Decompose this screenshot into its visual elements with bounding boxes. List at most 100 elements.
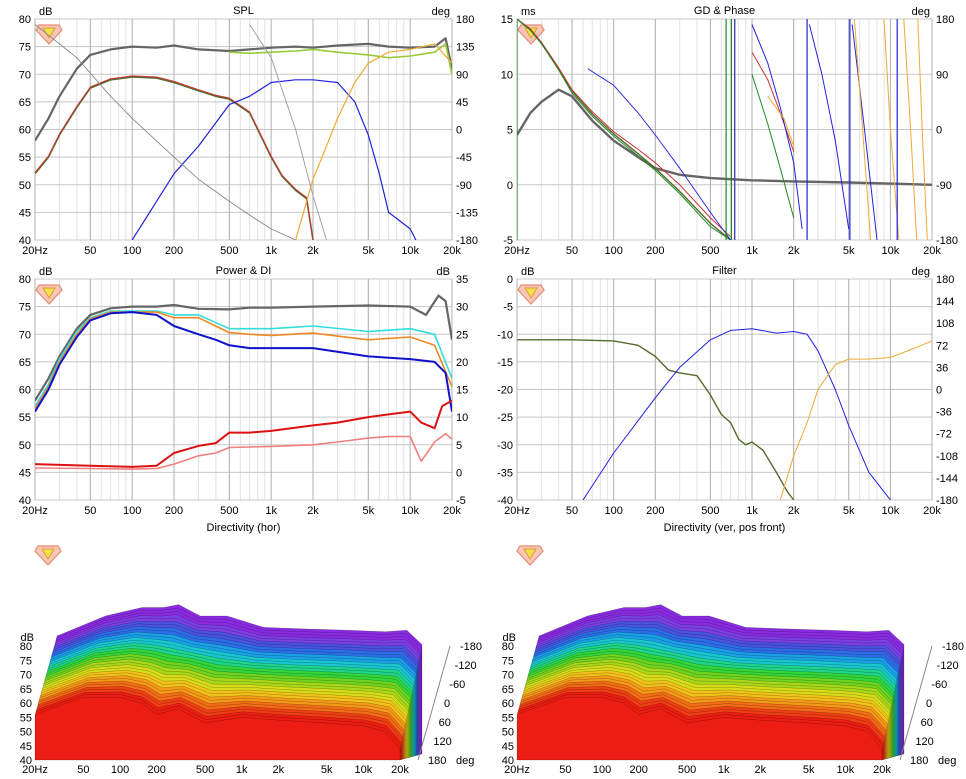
- x-tick-label: 20k: [391, 764, 409, 776]
- x-tick-label: 500: [220, 505, 238, 517]
- x-tick-label: 200: [646, 505, 664, 517]
- y-tick-label: 55: [19, 412, 31, 424]
- y-tick-label: 45: [19, 467, 31, 479]
- series-line-11: [853, 19, 872, 240]
- waterfall-layer: [34, 697, 401, 761]
- y2-tick-label: 135: [456, 42, 474, 54]
- series-line-0: [517, 339, 795, 500]
- logo-triangle: [523, 548, 537, 560]
- series-line-3: [35, 75, 314, 240]
- y-tick-label: 50: [502, 727, 514, 739]
- x-tick-label: 5k: [803, 764, 815, 776]
- y-tick-label: 0: [507, 274, 513, 286]
- y-tick-label: 60: [20, 698, 32, 710]
- y2-tick-label: 0: [936, 125, 942, 137]
- angle-axis: [899, 645, 933, 761]
- angle-tick-label: 0: [444, 698, 450, 710]
- series-line-6: [35, 24, 296, 240]
- series-line-14: [917, 19, 928, 240]
- chart-title: GD & Phase: [694, 5, 755, 17]
- y2-tick-label: 90: [936, 69, 948, 81]
- y-tick-label: 55: [502, 712, 514, 724]
- x-tick-label: 50: [84, 505, 96, 517]
- x-tick-label: 2k: [307, 245, 319, 257]
- y-tick-label: 45: [19, 207, 31, 219]
- y-tick-label: -25: [497, 412, 513, 424]
- y-tick-label: 70: [19, 329, 31, 341]
- x-tick-label: 20Hz: [22, 505, 48, 517]
- y-axis-unit: dB: [39, 6, 52, 18]
- x-tick-label: 50: [566, 245, 578, 257]
- series-line-7: [751, 24, 803, 229]
- y2-axis-unit: deg: [432, 6, 450, 18]
- y-tick-label: 75: [502, 655, 514, 667]
- series-line-2: [517, 19, 731, 238]
- y-axis-unit: dB: [521, 266, 534, 278]
- brand-logo: [34, 545, 62, 566]
- y2-tick-label: 0: [456, 125, 462, 137]
- y-axis-unit: ms: [521, 6, 536, 18]
- logo-triangle: [524, 287, 538, 299]
- y-tick-label: 80: [19, 14, 31, 26]
- x-tick-label: 20k: [443, 505, 461, 517]
- y-tick-label: 80: [19, 274, 31, 286]
- chart-panel-0: 20Hz 50 100 200 500 1k 2k 5k 10k 20k 40 45 50 55 60 65 7…: [19, 5, 478, 257]
- x-tick-label: 100: [111, 764, 129, 776]
- series-line-1: [582, 328, 891, 500]
- x-tick-label: 50: [84, 245, 96, 257]
- y2-tick-label: -135: [456, 207, 478, 219]
- y-tick-label: 55: [20, 712, 32, 724]
- series-group: [517, 19, 932, 240]
- y-axis-unit: dB: [39, 266, 52, 278]
- y-tick-label: 70: [20, 670, 32, 682]
- y-tick-label: 75: [19, 302, 31, 314]
- y2-tick-label: -144: [936, 473, 958, 485]
- y2-tick-label: 0: [456, 467, 462, 479]
- y2-axis-unit: deg: [912, 6, 930, 18]
- y2-tick-label: 180: [936, 14, 954, 26]
- brand-logo: [35, 284, 63, 305]
- logo-triangle: [42, 287, 56, 299]
- x-tick-label: 2k: [788, 505, 800, 517]
- angle-tick-label: 0: [926, 698, 932, 710]
- series-line-5: [35, 432, 452, 470]
- y-tick-label: 5: [507, 125, 513, 137]
- x-tick-label: 1k: [265, 505, 277, 517]
- x-tick-label: 500: [196, 764, 214, 776]
- y2-tick-label: -36: [936, 407, 952, 419]
- y2-tick-label: 10: [456, 412, 468, 424]
- y2-tick-label: -180: [936, 495, 958, 507]
- x-tick-label: 5k: [843, 245, 855, 257]
- x-tick-label: 20Hz: [22, 245, 48, 257]
- chart-title: Power & DI: [216, 265, 272, 277]
- chart-panel-2: 20Hz 50 100 200 500 1k 2k 5k 10k 20k4045505560657…: [19, 265, 469, 534]
- x-tick-label: 20k: [923, 245, 941, 257]
- y-tick-label: -20: [497, 385, 513, 397]
- x-tick-label: 10k: [401, 505, 419, 517]
- y-tick-label: 65: [19, 97, 31, 109]
- y-tick-label: -30: [497, 440, 513, 452]
- y2-tick-label: -45: [456, 152, 472, 164]
- angle-tick-label: -120: [937, 660, 959, 672]
- x-tick-label: 500: [220, 245, 238, 257]
- x-tick-label: 100: [605, 505, 623, 517]
- series-group: [517, 328, 932, 500]
- x-tick-label: 100: [123, 245, 141, 257]
- y-tick-label: 55: [19, 152, 31, 164]
- series-group: [35, 24, 452, 240]
- x-tick-label: 2k: [307, 505, 319, 517]
- series-line-8: [767, 96, 795, 147]
- x-tick-label: 500: [701, 505, 719, 517]
- y2-tick-label: 45: [456, 97, 468, 109]
- brand-logo: [517, 284, 545, 305]
- y2-tick-label: -180: [456, 235, 478, 247]
- y-tick-label: 45: [20, 741, 32, 753]
- series-line-3: [517, 19, 731, 240]
- angle-tick-label: 60: [439, 717, 451, 729]
- angle-tick-label: 180: [910, 755, 928, 767]
- series-group: [35, 294, 452, 470]
- y2-tick-label: -5: [456, 495, 466, 507]
- y2-tick-label: 144: [936, 296, 954, 308]
- y-tick-label: 50: [19, 440, 31, 452]
